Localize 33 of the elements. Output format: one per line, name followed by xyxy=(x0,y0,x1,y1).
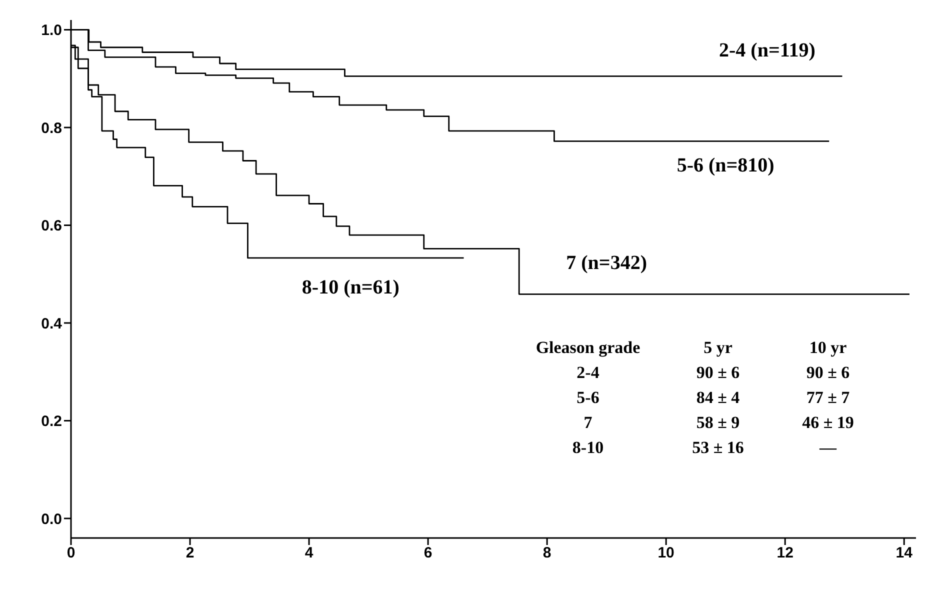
annotation: 77 ± 7 xyxy=(805,388,851,409)
series-label: 8-10 (n=61) xyxy=(302,276,400,298)
y-tick-label: 0.4 xyxy=(41,315,63,332)
annotation: 46 ± 19 xyxy=(801,413,855,434)
annotation: 5 yr xyxy=(702,338,734,359)
series-label: 2-4 (n=119) xyxy=(719,39,816,62)
x-tick-label: 8 xyxy=(542,544,552,562)
annotation: 53 ± 16 xyxy=(691,438,745,459)
x-tick-label: 14 xyxy=(896,544,914,562)
annotation: 8-10 xyxy=(571,438,605,459)
y-tick-label: 0.8 xyxy=(41,120,62,137)
annotation: Gleason grade xyxy=(534,338,642,359)
x-tick-label: 10 xyxy=(658,544,674,562)
annotation: 90 ± 6 xyxy=(805,363,851,384)
annotation: 58 ± 9 xyxy=(695,413,741,434)
y-tick-label: 0.2 xyxy=(41,413,62,430)
annotation: 5-6 xyxy=(576,388,600,409)
annotation: 90 ± 6 xyxy=(695,363,741,384)
x-tick-label: 12 xyxy=(776,544,794,562)
x-tick-label: 4 xyxy=(304,544,314,562)
annotation: 7 xyxy=(582,413,594,434)
x-tick-label: 2 xyxy=(186,544,194,562)
y-tick-label: 0.0 xyxy=(41,510,62,528)
annotation: 2-4 xyxy=(576,363,600,384)
x-tick-label: 0 xyxy=(66,544,76,562)
series-label: 5-6 (n=810) xyxy=(676,154,774,176)
annotation: 10 yr xyxy=(808,338,848,359)
annotation: — xyxy=(818,438,838,459)
y-tick-label: 1.0 xyxy=(41,22,62,40)
series-label: 7 (n=342) xyxy=(566,252,647,274)
x-tick-label: 6 xyxy=(424,544,432,562)
y-tick-label: 0.6 xyxy=(41,218,62,235)
annotation: 84 ± 4 xyxy=(695,388,741,409)
